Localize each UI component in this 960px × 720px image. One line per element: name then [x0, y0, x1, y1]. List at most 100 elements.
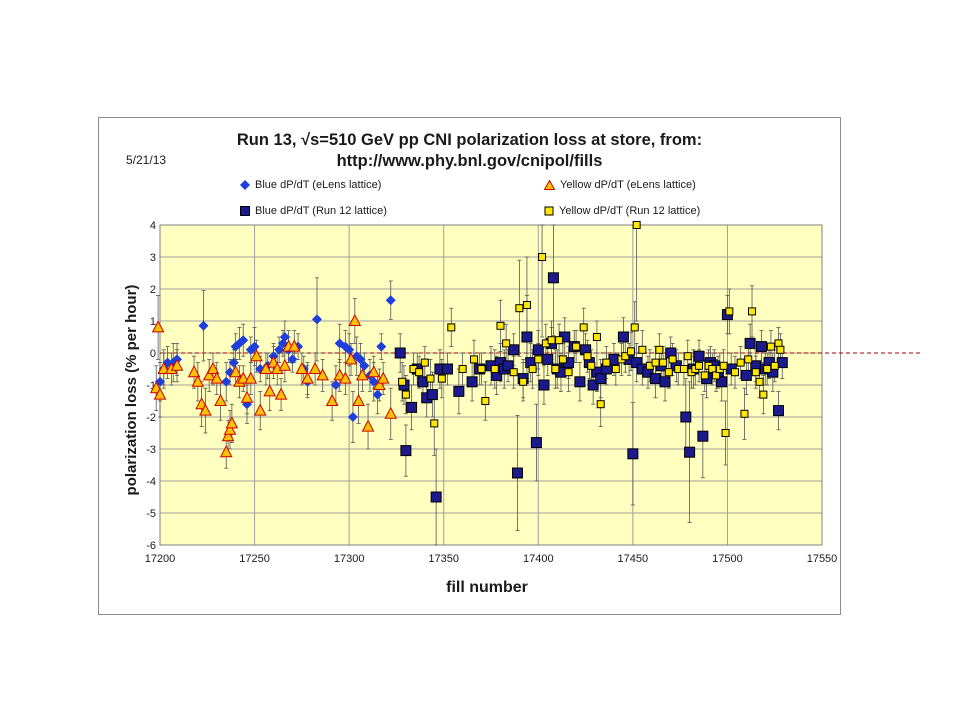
- data-point-yellow-triangle: [199, 403, 212, 416]
- data-point-yellow-triangle: [278, 358, 292, 371]
- data-point-blue-square: [631, 357, 643, 369]
- data-point-yellow-triangle: [367, 365, 381, 378]
- x-tick-label: 17350: [428, 553, 459, 565]
- data-point-yellow-square: [430, 419, 439, 428]
- data-point-yellow-square: [547, 336, 556, 345]
- data-point-yellow-triangle: [253, 403, 267, 416]
- data-point-blue-diamond: [355, 354, 366, 365]
- data-point-yellow-square: [502, 339, 511, 348]
- data-point-yellow-square: [730, 368, 739, 377]
- data-point-blue-square: [532, 344, 544, 356]
- data-point-yellow-square: [592, 333, 601, 341]
- data-point-yellow-triangle: [325, 393, 339, 406]
- y-tick-label: 0: [150, 348, 156, 360]
- data-point-yellow-triangle: [191, 374, 205, 387]
- data-point-yellow-square: [564, 368, 573, 377]
- data-point-yellow-square: [398, 377, 407, 386]
- y-tick-label: 3: [150, 252, 156, 264]
- data-point-yellow-triangle: [170, 358, 184, 371]
- data-point-yellow-square: [496, 321, 505, 330]
- data-point-blue-diamond: [344, 344, 355, 355]
- data-point-yellow-triangle: [221, 429, 235, 442]
- data-point-blue-square: [776, 357, 788, 369]
- x-tick-label: 17500: [712, 553, 743, 565]
- data-point-yellow-square: [664, 368, 673, 377]
- data-point-blue-square: [574, 376, 586, 388]
- data-point-blue-square: [659, 376, 671, 388]
- x-tick-label: 17300: [334, 553, 365, 565]
- data-point-yellow-square: [583, 352, 592, 361]
- data-point-yellow-square: [509, 368, 518, 377]
- data-point-yellow-square: [751, 368, 760, 377]
- data-point-yellow-square: [659, 358, 668, 367]
- data-point-blue-square: [595, 373, 607, 385]
- data-point-blue-diamond: [330, 380, 341, 390]
- data-point-yellow-triangle: [348, 313, 362, 326]
- data-point-yellow-square: [766, 342, 775, 351]
- data-point-blue-square: [400, 445, 412, 457]
- data-point-yellow-square: [551, 365, 560, 373]
- data-point-blue-square: [608, 353, 620, 365]
- legend-blue-diamond-marker: [240, 180, 250, 191]
- data-point-yellow-triangle: [316, 368, 329, 381]
- data-point-blue-square: [466, 376, 478, 388]
- data-point-yellow-triangle: [344, 352, 358, 365]
- data-point-yellow-triangle: [376, 371, 390, 384]
- data-point-blue-diamond: [238, 335, 249, 346]
- data-point-yellow-triangle: [214, 393, 227, 406]
- data-point-blue-diamond: [311, 314, 322, 325]
- data-point-blue-square: [547, 272, 559, 284]
- data-point-yellow-triangle: [153, 387, 167, 400]
- data-point-yellow-triangle: [157, 361, 171, 374]
- y-tick-label: 4: [150, 220, 156, 232]
- x-axis-title: fill number: [446, 579, 528, 596]
- data-point-blue-square: [502, 360, 514, 372]
- data-point-yellow-square: [447, 323, 456, 332]
- data-point-blue-square: [508, 344, 520, 356]
- data-point-yellow-square: [579, 323, 588, 332]
- data-point-yellow-square: [611, 365, 620, 373]
- data-point-blue-square: [693, 350, 705, 362]
- y-tick-label: 2: [150, 284, 156, 296]
- data-point-yellow-triangle: [240, 390, 254, 403]
- data-point-yellow-square: [763, 365, 772, 373]
- data-point-blue-square: [453, 385, 465, 397]
- data-point-yellow-square: [744, 355, 753, 364]
- data-point-blue-diamond: [198, 320, 209, 331]
- data-point-yellow-triangle: [373, 377, 386, 390]
- y-tick-label: -4: [146, 476, 156, 488]
- data-point-blue-diamond: [359, 360, 370, 371]
- chart-title-line1: Run 13, √s=510 GeV pp CNI polarization l…: [236, 131, 703, 149]
- x-tick-label: 17250: [239, 553, 270, 565]
- data-point-yellow-triangle: [202, 368, 216, 381]
- data-point-yellow-square: [721, 429, 730, 437]
- data-point-blue-diamond: [372, 389, 383, 400]
- data-point-yellow-triangle: [352, 393, 365, 406]
- data-point-blue-diamond: [287, 354, 298, 365]
- data-point-blue-square: [430, 491, 442, 503]
- data-point-yellow-square: [415, 368, 424, 377]
- legend-label: Blue dP/dT (Run 12 lattice): [255, 205, 387, 218]
- data-point-yellow-square: [587, 361, 596, 370]
- y-tick-label: -6: [146, 540, 156, 552]
- legend-item-blue-run12: Blue dP/dT (Run 12 lattice): [240, 205, 387, 217]
- data-point-yellow-square: [638, 345, 647, 354]
- legend-item-yellow-elens: Yellow dP/dT (eLens lattice): [544, 179, 696, 191]
- data-point-blue-square: [740, 369, 752, 381]
- date-label: 5/21/13: [126, 153, 167, 167]
- data-point-blue-diamond: [347, 412, 358, 422]
- data-point-yellow-square: [736, 358, 745, 367]
- data-point-yellow-square: [426, 374, 435, 383]
- y-tick-label: -5: [146, 508, 156, 520]
- data-point-yellow-triangle: [151, 320, 165, 333]
- data-point-blue-square: [530, 437, 542, 449]
- data-point-yellow-square: [770, 361, 779, 370]
- data-point-yellow-square: [700, 371, 709, 380]
- data-point-blue-square: [511, 467, 523, 479]
- data-point-yellow-square: [558, 355, 567, 364]
- legend-yellow-square-marker: [544, 206, 554, 216]
- data-point-yellow-triangle: [236, 371, 250, 384]
- legend-blue-square-marker: [240, 206, 250, 217]
- data-point-yellow-triangle: [219, 445, 233, 458]
